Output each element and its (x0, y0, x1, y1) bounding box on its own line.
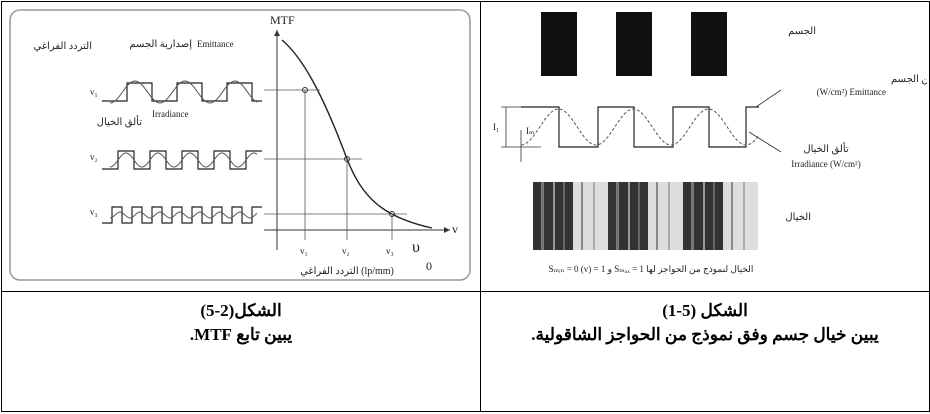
tick-label: v₁ (300, 246, 308, 256)
tick-label: v₂ (342, 246, 350, 256)
label: الجسم (788, 26, 816, 37)
tick-label: v₃ (386, 246, 394, 256)
mtf-figure: MTF Emittance إصدارية الجسم التردد الفرا… (2, 2, 478, 286)
label: تألق الخيال (97, 115, 143, 128)
label: v (452, 222, 458, 236)
emittance-wave (102, 83, 262, 101)
left-figure-cell: MTF Emittance إصدارية الجسم التردد الفرا… (2, 2, 481, 292)
axis-title: التردد الفراغي (lp/mm) (300, 266, 394, 277)
label: Irradiance (152, 109, 188, 119)
left-caption-cell: الشكل(2-5) يبين تابع MTF. (2, 292, 481, 412)
blurred-image (533, 182, 758, 250)
label: υ (412, 239, 420, 256)
label: Irradiance (W/cm²) (791, 159, 860, 169)
right-caption-cell: الشكل (5-1) يبين خيال جسم وفق نموذج من ا… (481, 292, 930, 412)
arrow (444, 227, 450, 233)
label: Emittance (197, 39, 233, 49)
figure-table: MTF Emittance إصدارية الجسم التردد الفرا… (1, 1, 930, 412)
label: الاصدارية الناتجة عن الجسم (891, 74, 927, 85)
caption-title: الشكل(2-5) (2, 292, 480, 322)
dimension-lines (501, 90, 781, 162)
label: تألق الخيال (803, 142, 849, 155)
markers (303, 88, 395, 217)
page: {"figure_left": { "labels": {"mtf": "MTF… (0, 1, 930, 414)
arrow (274, 30, 280, 36)
waveforms (102, 81, 262, 223)
label: MTF (270, 13, 295, 27)
irradiance-wave (110, 81, 257, 103)
label: v₁ (90, 87, 98, 97)
label: الخيال (785, 212, 811, 223)
irradiance-wave (521, 109, 759, 145)
emittance-wave (102, 207, 262, 223)
label: (W/cm²) Emittance (817, 87, 886, 97)
bar-image-figure: I₁ Iₘ الجسم الاصدارية الناتجة عن الجسم (… (481, 2, 927, 286)
irradiance-wave (110, 153, 257, 167)
caption-text: يبين تابع MTF. (2, 322, 480, 346)
label: Sₘᵢₙ = 0 (v) = 1 و Sₘₐₓ = 1 الخيال لنموذ… (549, 264, 754, 275)
label: v₂ (90, 152, 98, 162)
guide-lines (264, 90, 407, 240)
label: v₃ (90, 207, 98, 217)
mtf-curve (282, 40, 432, 228)
label: 0 (426, 259, 432, 273)
emittance-wave (521, 107, 759, 147)
right-figure-cell: I₁ Iₘ الجسم الاصدارية الناتجة عن الجسم (… (481, 2, 930, 292)
object-bars (541, 12, 727, 76)
caption-title: الشكل (5-1) (481, 292, 929, 322)
label: Iₘ (526, 126, 535, 136)
label: I₁ (493, 122, 499, 132)
label: التردد الفراغي (33, 41, 92, 52)
label: إصدارية الجسم (129, 39, 192, 50)
caption-text: يبين خيال جسم وفق نموذج من الحواجز الشاق… (481, 322, 929, 346)
